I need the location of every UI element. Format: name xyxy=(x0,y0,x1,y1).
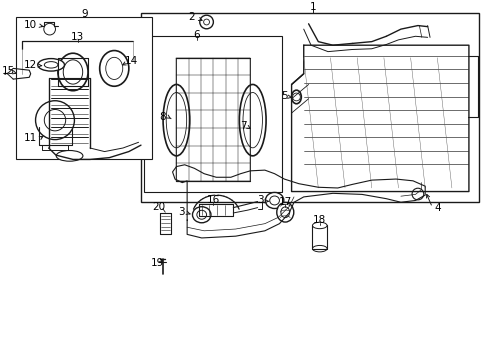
Ellipse shape xyxy=(99,50,129,86)
Ellipse shape xyxy=(277,202,294,222)
Ellipse shape xyxy=(239,85,266,156)
Text: 20: 20 xyxy=(152,202,166,212)
Text: 7: 7 xyxy=(240,121,246,131)
Text: 13: 13 xyxy=(71,32,84,42)
Ellipse shape xyxy=(313,222,327,229)
Circle shape xyxy=(200,15,213,29)
Circle shape xyxy=(412,188,424,200)
Circle shape xyxy=(293,93,300,101)
Ellipse shape xyxy=(38,59,65,71)
Text: 2: 2 xyxy=(189,12,196,22)
Ellipse shape xyxy=(58,53,88,91)
Text: 4: 4 xyxy=(434,203,441,213)
Text: 16: 16 xyxy=(207,195,220,206)
Ellipse shape xyxy=(166,93,187,148)
Ellipse shape xyxy=(44,62,58,68)
Ellipse shape xyxy=(56,150,83,161)
Text: 14: 14 xyxy=(124,56,138,66)
Text: 11: 11 xyxy=(24,133,37,143)
Text: 17: 17 xyxy=(279,197,292,207)
Text: 3: 3 xyxy=(178,207,185,217)
Ellipse shape xyxy=(197,210,207,219)
Text: 12: 12 xyxy=(24,60,37,70)
Text: 3: 3 xyxy=(257,195,263,206)
Ellipse shape xyxy=(163,85,190,156)
Bar xyxy=(145,36,282,192)
Text: 1: 1 xyxy=(310,2,317,12)
Text: 9: 9 xyxy=(82,9,88,19)
Bar xyxy=(141,13,479,202)
Text: 6: 6 xyxy=(194,30,200,40)
Ellipse shape xyxy=(292,90,301,104)
Circle shape xyxy=(36,101,74,140)
Text: 18: 18 xyxy=(313,215,326,225)
Ellipse shape xyxy=(313,246,327,252)
Ellipse shape xyxy=(106,57,123,80)
Bar xyxy=(16,17,152,159)
Circle shape xyxy=(44,23,55,35)
Circle shape xyxy=(204,19,210,25)
Text: 10: 10 xyxy=(24,20,37,30)
Ellipse shape xyxy=(266,193,284,208)
Ellipse shape xyxy=(281,207,290,217)
Text: 15: 15 xyxy=(2,66,15,76)
Circle shape xyxy=(44,109,66,131)
Text: 8: 8 xyxy=(160,112,166,122)
Text: 19: 19 xyxy=(150,258,164,268)
Ellipse shape xyxy=(63,60,83,84)
Ellipse shape xyxy=(243,93,263,148)
Text: 5: 5 xyxy=(281,91,288,101)
Ellipse shape xyxy=(193,207,211,223)
Ellipse shape xyxy=(270,196,279,205)
